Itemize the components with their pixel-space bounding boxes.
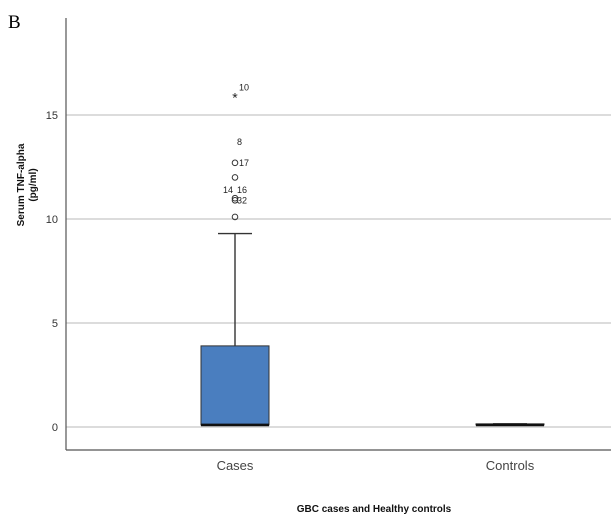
y-axis-title-line1: Serum TNF-alpha xyxy=(16,143,27,226)
outlier-point xyxy=(231,196,239,204)
y-tick-label: 5 xyxy=(52,318,58,330)
y-axis-title-line2: (pg/ml) xyxy=(28,168,39,201)
outlier-label: 8 xyxy=(237,137,242,147)
y-tick-labels: 0 5 10 15 xyxy=(46,110,58,434)
outlier-point xyxy=(231,159,239,167)
outlier-point xyxy=(231,194,239,202)
outlier-point xyxy=(231,213,239,221)
axes xyxy=(65,18,611,451)
box-controls xyxy=(475,423,545,427)
y-tick-label: 10 xyxy=(46,214,58,226)
boxes xyxy=(200,232,545,427)
x-axis-title: GBC cases and Healthy controls xyxy=(297,504,452,515)
box-rect xyxy=(200,345,270,426)
x-tick-labels: Cases Controls xyxy=(217,458,535,473)
outlier-label: 32 xyxy=(237,195,247,205)
x-tick-label: Cases xyxy=(217,458,254,473)
y-axis-title: Serum TNF-alpha (pg/ml) xyxy=(16,143,39,226)
outlier-label: 10 xyxy=(239,82,249,92)
outlier-label: 16 xyxy=(237,185,247,195)
outlier-label: 14 xyxy=(223,185,233,195)
grid-lines xyxy=(66,114,611,428)
panel-label: B xyxy=(8,12,21,33)
y-tick-label: 0 xyxy=(52,422,58,434)
outlier-label: 17 xyxy=(239,158,249,168)
y-tick-label: 15 xyxy=(46,110,58,122)
outlier-point xyxy=(231,174,239,181)
x-tick-label: Controls xyxy=(486,458,535,473)
outlier-extreme-point: * xyxy=(232,89,238,105)
box-cases xyxy=(200,232,270,427)
